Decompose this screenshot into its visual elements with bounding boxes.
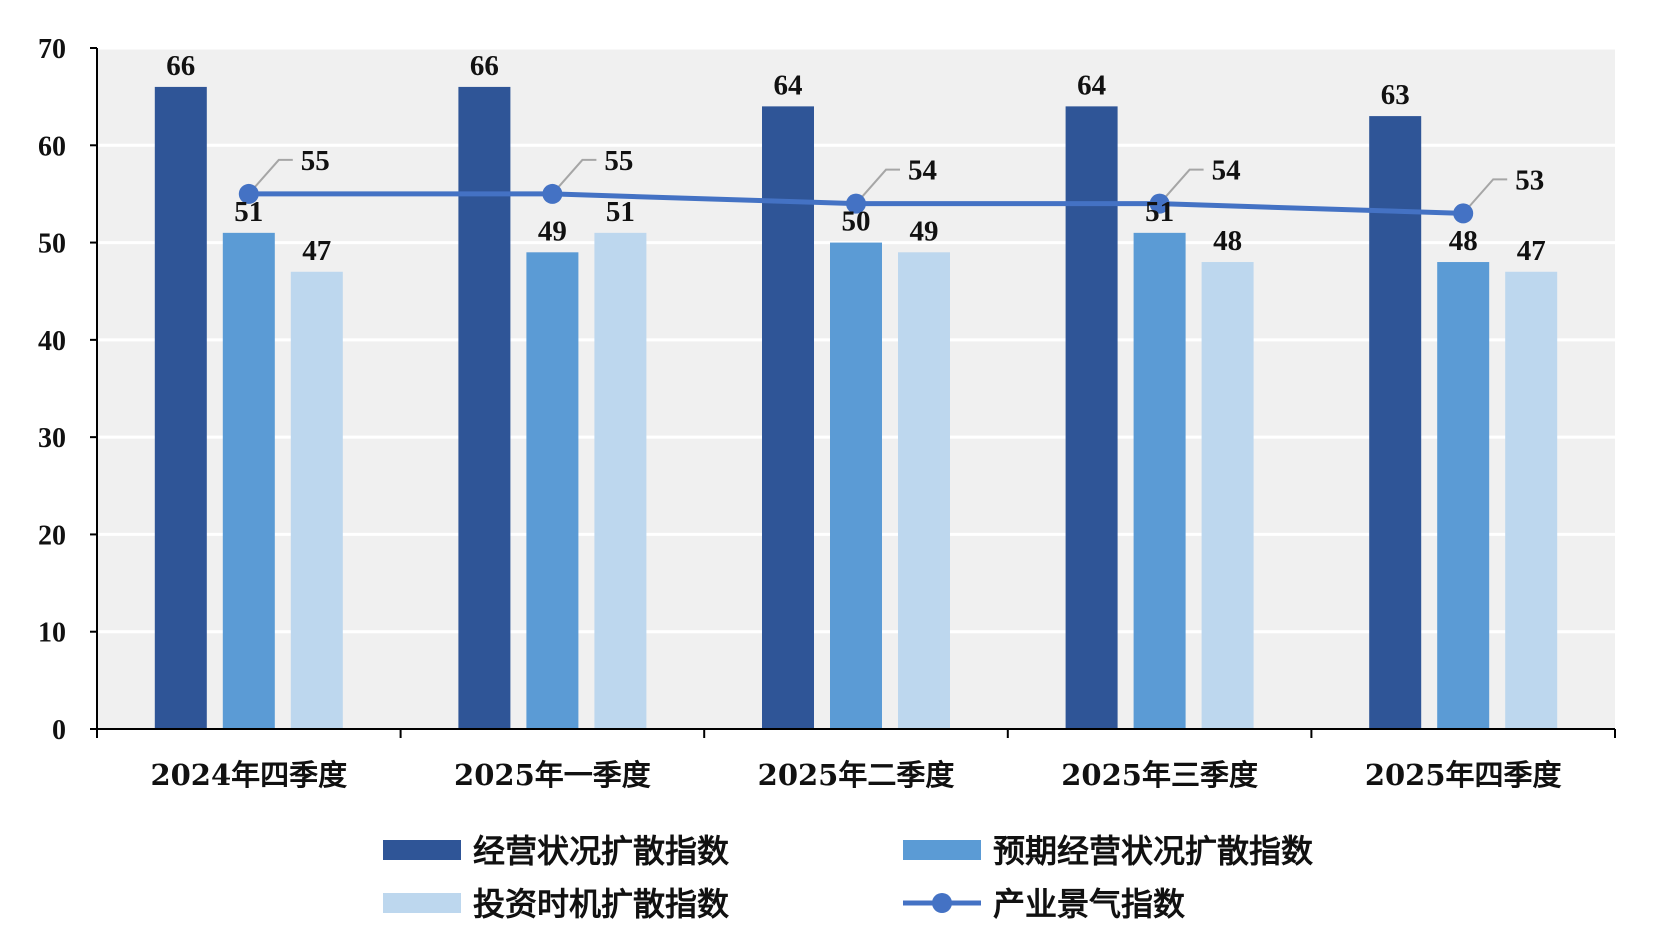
- legend-swatch: [903, 840, 981, 860]
- bars: [154, 86, 1558, 730]
- x-tick-label: 2025年四季度: [1365, 758, 1562, 792]
- line-point: [846, 193, 866, 214]
- bar: [458, 86, 511, 729]
- leader-line: [1462, 178, 1508, 215]
- leader-line: [1158, 168, 1204, 205]
- y-tick-label: 0: [52, 715, 66, 746]
- legend-swatch: [383, 893, 461, 913]
- bar-value-label: 47: [1517, 235, 1546, 267]
- line-value-label: 55: [301, 145, 330, 177]
- bar-value-label: 49: [910, 215, 939, 247]
- leader-line: [855, 168, 900, 205]
- bar-value-label: 48: [1449, 225, 1478, 257]
- bar: [1369, 116, 1422, 730]
- line-point: [1453, 203, 1474, 224]
- bar-value-label: 48: [1213, 225, 1242, 257]
- bar-value-label: 51: [1145, 196, 1174, 228]
- axes: 0 10 20 30 40 50 60 70 2024年四季度 2025年一季度 2025年二季度 2…: [38, 34, 1616, 792]
- bar-value-label: 49: [538, 215, 567, 247]
- bar: [594, 232, 647, 730]
- legend-label: 产业景气指数: [993, 885, 1186, 923]
- line-value-label: 53: [1515, 164, 1544, 196]
- legend-label: 经营状况扩散指数: [473, 832, 730, 870]
- bar-value-label: 63: [1381, 79, 1410, 111]
- line-series: [238, 183, 1474, 224]
- bar: [1505, 271, 1558, 729]
- x-tick-label: 2024年四季度: [150, 758, 347, 792]
- bar: [898, 252, 950, 730]
- x-tick-label: 2025年二季度: [758, 758, 955, 792]
- bar: [1133, 232, 1186, 730]
- y-tick-label: 50: [38, 229, 66, 260]
- bar: [290, 271, 343, 729]
- bar-value-label: 51: [234, 196, 263, 228]
- y-tick-label: 60: [38, 131, 66, 162]
- y-tick-label: 20: [38, 520, 66, 551]
- x-tick-label: 2025年三季度: [1061, 758, 1258, 792]
- bar: [1065, 106, 1118, 729]
- bar-value-label: 66: [470, 50, 499, 82]
- bar-value-label: 50: [842, 206, 871, 238]
- line-value-label: 54: [908, 155, 937, 187]
- bar-value-label: 47: [302, 235, 331, 267]
- y-tick-label: 70: [38, 34, 66, 65]
- line-value-label: 55: [604, 145, 633, 177]
- x-tick-label: 2025年一季度: [454, 758, 651, 792]
- line-value-label: 54: [1212, 155, 1241, 187]
- leader-line: [248, 158, 293, 195]
- data-labels: 66 66 64 64 63 51 49 50 51 48 47 51 49 48 47 55 55 54 54 53: [166, 50, 1545, 267]
- legend-swatch-marker: [932, 893, 952, 913]
- line-point: [1149, 193, 1170, 214]
- y-tick-label: 40: [38, 326, 66, 357]
- bar-value-label: 66: [166, 50, 195, 82]
- bar-value-label: 64: [774, 69, 803, 101]
- bar-value-label: 64: [1077, 69, 1106, 101]
- bar: [526, 252, 579, 730]
- bar-value-label: 51: [606, 196, 635, 228]
- bar: [222, 232, 275, 730]
- legend-label: 投资时机扩散指数: [473, 885, 730, 923]
- leader-line: [551, 158, 597, 195]
- bar: [830, 242, 882, 730]
- bar: [762, 106, 814, 729]
- y-tick-label: 10: [38, 618, 66, 649]
- leader-lines: [248, 158, 1508, 215]
- legend-swatch: [383, 840, 461, 860]
- legend-label: 预期经营状况扩散指数: [993, 832, 1314, 870]
- line-point: [238, 183, 259, 204]
- bar: [154, 86, 207, 729]
- bar: [1437, 262, 1490, 729]
- y-tick-label: 30: [38, 423, 66, 454]
- bar: [1201, 262, 1254, 729]
- line-point: [542, 183, 563, 204]
